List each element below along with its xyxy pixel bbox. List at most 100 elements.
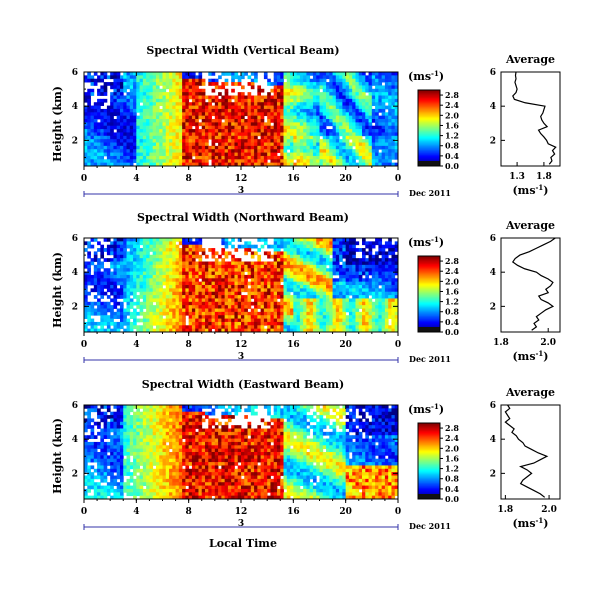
heatmap-cell [322,149,327,153]
heatmap-cell [172,288,176,293]
heatmap-cell [280,98,284,103]
heatmap-cell [185,308,190,313]
heatmap-cell [116,315,121,319]
heatmap-cell [296,88,301,93]
heatmap-cell [162,308,167,313]
heatmap-cell [352,281,356,286]
heatmap-cell [368,258,373,262]
heatmap-cell [312,82,317,86]
heatmap-cell [368,132,373,137]
heatmap-cell [257,248,262,252]
heatmap-cell [142,268,147,272]
heatmap-cell [211,254,216,259]
heatmap-cell [87,95,91,100]
heatmap-cell [119,274,124,279]
heatmap-cell [129,75,134,80]
heatmap-cell [116,115,121,120]
heatmap-cell [208,264,212,269]
heatmap-cell [198,129,203,133]
heatmap-cell [335,238,340,242]
heatmap-cell [384,145,389,150]
heatmap-cell [162,98,167,103]
heatmap-cell [371,295,376,299]
heatmap-cell [182,301,186,306]
heatmap-cell [254,301,258,306]
heatmap-cell [244,108,248,113]
heatmap-cell [296,108,301,113]
heatmap-cell [149,102,154,106]
heatmap-cell [254,98,258,103]
heatmap-cell [126,125,131,130]
heatmap-cell [195,238,199,242]
heatmap-cell [326,321,330,326]
heatmap-cell [237,125,242,130]
heatmap-cell [375,95,379,100]
heatmap-cell [178,241,183,246]
heatmap-cell [283,145,288,150]
heatmap-cell [169,305,173,309]
heatmap-cell [162,301,167,306]
heatmap-cell [146,102,150,106]
heatmap-cell [129,78,134,83]
heatmap-cell [178,98,183,103]
heatmap-cell [178,288,183,293]
heatmap-cell [293,315,297,319]
heatmap-cell [169,92,173,96]
heatmap-cell [191,102,196,106]
heatmap-cell [178,321,183,326]
heatmap-cell [286,119,291,123]
heatmap-cell [221,271,226,276]
heatmap-cell [365,105,369,110]
heatmap-cell [198,288,203,293]
heatmap-cell [250,122,255,127]
heatmap-cell [169,98,173,103]
heatmap-cell [267,328,271,333]
heatmap-cell [299,132,304,137]
heatmap-cell [299,274,304,279]
heatmap-cell [133,271,137,276]
heatmap-cell [126,325,131,330]
heatmap-cell [280,285,284,289]
heatmap-cell [290,78,294,83]
heatmap-cell [394,82,399,86]
heatmap-cell [319,75,324,80]
heatmap-cell [276,139,281,143]
heatmap-cell [381,108,386,113]
heatmap-cell [342,251,347,256]
heatmap-cell [371,285,376,289]
heatmap-cell [175,115,180,120]
heatmap-cell [257,152,262,157]
heatmap-cell [106,248,111,252]
heatmap-cell [329,108,333,113]
heatmap-cell [345,92,350,96]
heatmap-cell [116,268,121,272]
heatmap-cell [159,315,163,319]
heatmap-cell [116,238,121,242]
heatmap-cell [326,95,330,100]
heatmap-cell [90,258,95,262]
heatmap-cell [326,129,330,133]
heatmap-cell [348,305,353,309]
heatmap-cell [162,248,167,252]
heatmap-cell [322,325,327,330]
heatmap-cell [280,274,284,279]
heatmap-cell [322,251,327,256]
heatmap-cell [123,98,127,103]
heatmap-cell [159,72,163,76]
heatmap-cell [280,254,284,259]
heatmap-cell [283,155,288,160]
heatmap-cell [270,285,275,289]
heatmap-cell [172,88,176,93]
heatmap-cell [214,129,219,133]
heatmap-cell [299,311,304,316]
heatmap-cell [224,82,229,86]
heatmap-cell [218,278,222,283]
heatmap-cell [191,278,196,283]
heatmap-cell [126,135,131,140]
heatmap-cell [133,315,137,319]
heatmap-cell [172,311,176,316]
heatmap-cell [155,88,160,93]
heatmap-cell [146,318,150,323]
heatmap-cell [273,248,278,252]
heatmap-cell [100,288,105,293]
